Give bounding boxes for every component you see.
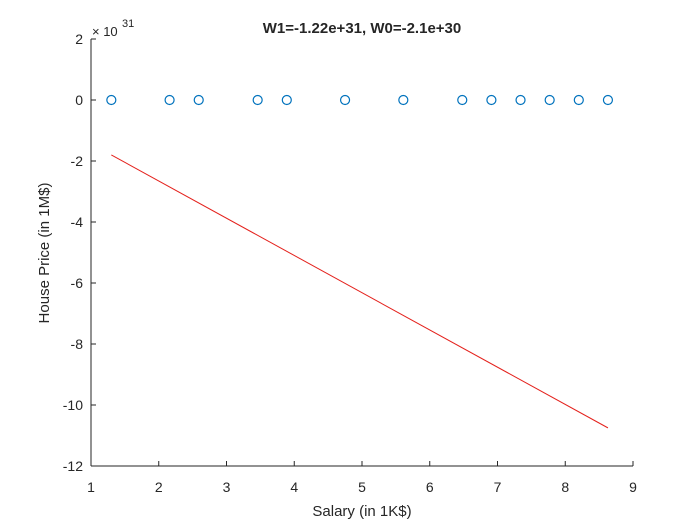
data-point [193,94,204,106]
y-tick-label: -10 [63,397,83,413]
data-point [164,94,175,106]
x-tick-label: 9 [629,479,637,495]
y-tick-label: -8 [71,336,84,352]
x-tick-label: 3 [223,479,231,495]
x-tick-label: 2 [155,479,163,495]
chart-title: W1=-1.22e+31, W0=-2.1e+30 [263,20,461,37]
axis-ticks: 1 2 3 4 5 6 7 8 9 -12 -10 -8 -6 -4 -2 0 2 [63,31,637,495]
x-axis-label: Salary (in 1K$) [312,503,411,520]
data-point [544,94,555,106]
y-tick-label: 2 [75,31,83,47]
y-tick-label: -4 [71,214,84,230]
data-point [252,94,263,106]
y-tick-label: -12 [63,458,83,474]
data-point [486,94,497,106]
x-tick-label: 8 [561,479,569,495]
x-tick-label: 5 [358,479,366,495]
x-tick-label: 6 [426,479,434,495]
x-tick-label: 7 [494,479,502,495]
data-point [573,94,584,106]
x-tick-label: 1 [87,479,95,495]
data-point [515,94,526,106]
y-tick-label: 0 [75,92,83,108]
data-point [106,94,117,106]
data-point [339,94,351,106]
data-point [398,94,409,106]
y-axis-label: House Price (in 1M$) [36,183,53,324]
y-tick-label: -6 [71,275,84,291]
y-multiplier-exponent: 31 [122,18,134,30]
y-multiplier: × 10 31 [92,18,134,39]
data-point [281,94,292,106]
fit-line [111,154,609,429]
plot-marks [106,94,614,429]
y-tick-label: -2 [71,153,84,169]
x-tick-label: 4 [290,479,298,495]
y-multiplier-base: × 10 [92,24,118,39]
data-point [602,94,614,106]
data-point [457,94,468,106]
